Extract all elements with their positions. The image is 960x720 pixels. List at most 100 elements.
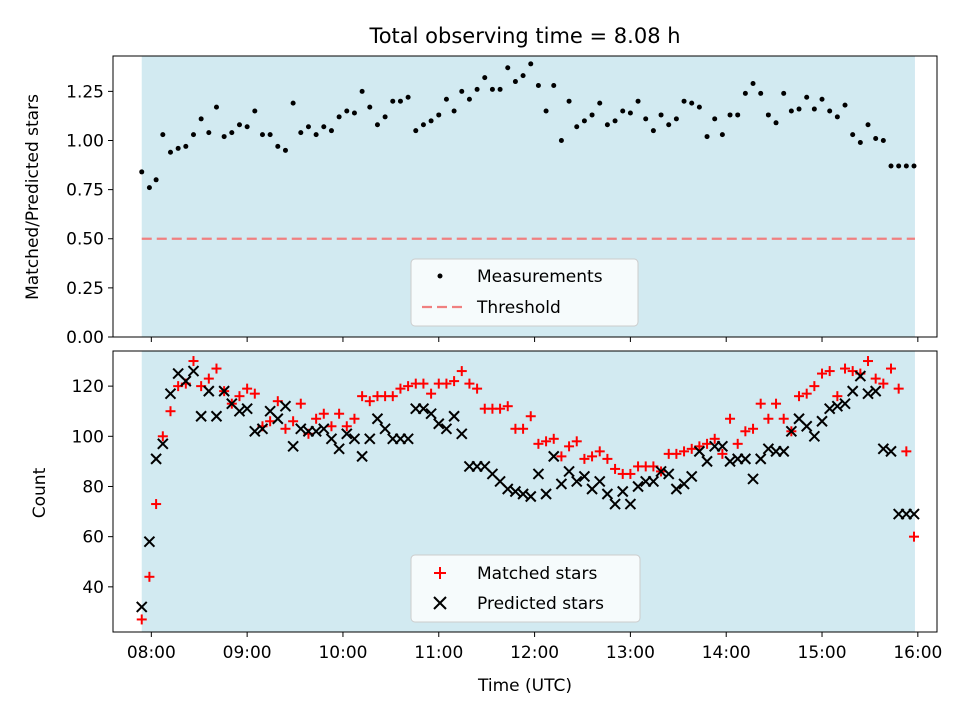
predicted-star-point [164,387,177,400]
predicted-star-point [816,415,828,427]
predicted-star-point [287,440,299,453]
predicted-star-point [670,483,683,495]
measurement-point [827,108,833,114]
measurement-point [466,96,472,102]
matched-star-point [794,391,805,402]
measurement-point [551,82,557,88]
predicted-star-point [379,423,391,435]
measurement-point [153,177,159,183]
matched-star-point [886,363,897,374]
matched-star-point [571,436,582,447]
matched-star-point [472,383,483,394]
predicted-star-point [831,400,844,412]
predicted-star-point [241,402,253,415]
predicted-star-point [348,433,361,445]
measurement-point [558,137,564,143]
matched-star-point [679,446,690,457]
bottom-x-ticks: 08:00 09:00 10:00 11:00 12:00 13:00 14:00 15:00… [127,632,942,663]
measurement-point [374,122,380,128]
measurement-point [482,75,488,81]
measurement-point [413,128,419,134]
measurement-point [520,73,526,79]
matched-star-point [755,398,766,409]
matched-star-point [709,433,720,444]
predicted-star-point [356,450,368,463]
measurement-point [681,98,687,104]
matched-star-point [334,408,345,419]
predicted-star-point [272,413,284,425]
predicted-star-point [143,535,156,548]
predicted-star-point [218,385,230,397]
measurement-point [298,130,304,136]
measurement-point [497,86,503,92]
predicted-star-point [532,468,545,480]
measurement-point [390,98,396,104]
measurement-point [436,112,442,118]
measurement-point [175,145,181,151]
measurement-point [581,118,587,124]
predicted-star-point [417,402,430,415]
matched-star-point [863,356,874,367]
predicted-star-point [823,402,836,415]
matched-star-point [579,453,590,464]
measurement-point [443,96,449,102]
predicted-star-point [609,498,621,510]
predicted-star-point [846,385,859,397]
measurement-point [459,88,465,94]
top-legend-box [410,258,639,327]
matched-star-point [288,416,299,427]
measurement-point [620,108,626,114]
matched-star-point [364,396,375,407]
predicted-star-point [617,485,629,498]
matched-star-point [878,378,889,389]
measurement-point [543,108,549,114]
measurement-point [313,132,319,138]
measurement-point [321,124,327,130]
matched-star-point [426,388,437,399]
matched-star-point [832,391,843,402]
matched-star-point [441,378,452,389]
measurement-point [505,65,511,71]
measurement-point [643,116,649,122]
matched-star-point [702,438,713,449]
figure-title: Total observing time = 8.08 h [368,24,680,48]
x-tick-label: 10:00 [318,643,367,663]
measurement-points [139,61,917,191]
predicted-star-point [877,443,890,455]
matched-star-point [533,438,544,449]
measurement-point [903,163,909,169]
predicted-star-point [800,420,813,432]
measurement-point [842,102,848,108]
measurement-point [850,132,856,138]
top-y-tick-label: 1.25 [66,82,104,102]
measurement-point [428,118,434,124]
measurement-point [336,114,342,120]
matched-star-point [556,451,567,462]
measurement-point [896,163,902,169]
matched-star-point [203,373,214,384]
bottom-legend-box [410,554,641,623]
predicted-star-point [440,423,453,435]
matched-star-point [151,499,162,510]
matched-star-point [403,381,414,392]
matched-star-point [748,423,759,434]
bottom-y-axis-label: Count [30,467,50,518]
predicted-star-point [555,478,568,490]
matched-star-point [778,413,789,424]
measurement-point [359,88,365,94]
predicted-star-point [448,410,460,422]
matched-star-point [211,363,222,374]
measurement-point [712,116,718,122]
matched-star-point [136,614,147,625]
predicted-star-point [716,440,729,453]
predicted-star-point [325,433,338,445]
measurement-point [489,86,495,92]
measurement-point [804,94,810,100]
top-legend: Measurements Threshold [410,258,639,327]
measurement-point [727,112,733,118]
matched-star-point [326,421,337,432]
measurement-point [888,163,894,169]
x-axis-label: Time (UTC) [477,676,572,696]
x-tick-label: 11:00 [414,643,463,663]
legend-threshold-label: Threshold [476,298,561,318]
